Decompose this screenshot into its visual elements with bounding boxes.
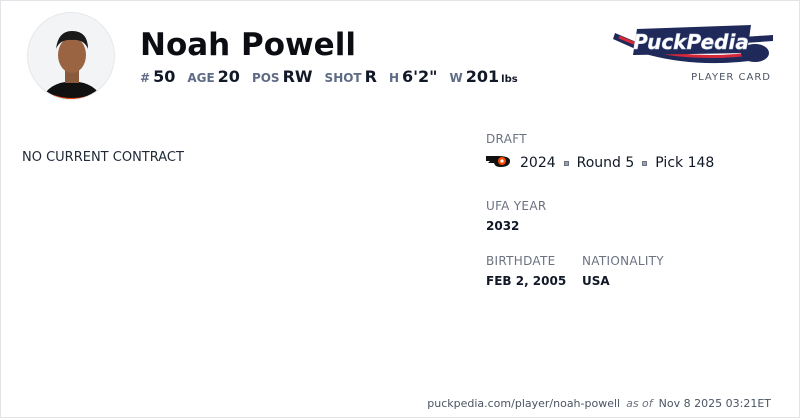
draft-year: 2024 (520, 155, 556, 171)
player-card-subtitle: PLAYER CARD (691, 72, 771, 83)
nationality-label: NATIONALITY (582, 254, 664, 268)
draft-pick: Pick 148 (655, 155, 715, 171)
age-value: 20 (217, 67, 240, 86)
height-label: H (388, 71, 399, 85)
timestamp: Nov 8 2025 03:21ET (658, 397, 771, 410)
player-name: Noah Powell (140, 27, 356, 63)
nationality-value: USA (582, 274, 610, 288)
ufa-year-label: UFA YEAR (486, 199, 547, 213)
contract-status: NO CURRENT CONTRACT (22, 150, 184, 165)
birthdate-value: FEB 2, 2005 (486, 274, 567, 288)
height-value: 6'2" (402, 67, 438, 86)
player-stats: #50 AGE 20 POS RW SHOT R H 6'2" W 201 lbs (140, 67, 518, 86)
separator-dot (563, 160, 569, 166)
flyers-logo-icon (486, 154, 512, 172)
weight-unit: lbs (501, 74, 518, 85)
player-url[interactable]: puckpedia.com/player/noah-powell (427, 397, 621, 410)
position-value: RW (282, 67, 313, 86)
age-label: AGE (187, 71, 215, 85)
footer: puckpedia.com/player/noah-powell as of Nov… (427, 397, 771, 410)
svg-text:PuckPedia: PuckPedia (633, 30, 749, 54)
player-avatar (27, 12, 115, 100)
draft-round: Round 5 (576, 155, 635, 171)
draft-label: DRAFT (486, 132, 527, 146)
birthdate-label: BIRTHDATE (486, 254, 556, 268)
shot-value: R (364, 67, 377, 86)
as-of-label: as of (626, 397, 653, 410)
weight-label: W (449, 71, 463, 85)
position-label: POS (251, 71, 280, 85)
separator-dot (642, 160, 648, 166)
weight-value: 201 (465, 67, 500, 86)
puckpedia-logo: PuckPedia (613, 23, 775, 71)
number-label: # (140, 71, 151, 85)
ufa-year-value: 2032 (486, 219, 520, 233)
shot-label: SHOT (324, 71, 362, 85)
draft-info: 2024 Round 5 Pick 148 (486, 154, 714, 172)
number-value: 50 (153, 67, 176, 86)
